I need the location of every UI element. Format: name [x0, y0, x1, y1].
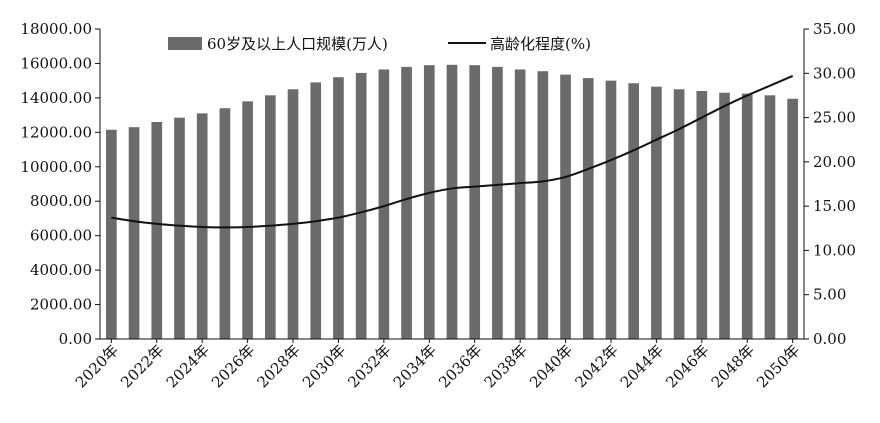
right-tick-label: 25.00 [813, 109, 856, 127]
bar-2040年 [560, 74, 571, 339]
x-tick-label: 2038年 [481, 341, 531, 391]
x-tick-label: 2042年 [571, 341, 621, 391]
bar-2026年 [242, 101, 253, 339]
left-tick-label: 18000.00 [20, 20, 92, 38]
x-tick-label: 2026年 [208, 341, 258, 391]
bar-2041年 [582, 78, 594, 339]
bar-2047年 [719, 92, 730, 339]
bar-2032年 [378, 69, 390, 339]
bar-2044年 [651, 86, 662, 339]
right-tick-label: 15.00 [813, 197, 856, 215]
bar-2046年 [696, 91, 708, 339]
line-series-layer [111, 75, 794, 229]
bar-2036年 [469, 65, 481, 340]
bar-2035年 [446, 64, 458, 339]
left-tick-label: 12000.00 [20, 123, 92, 141]
bar-2030年 [333, 77, 344, 339]
right-tick-label: 10.00 [813, 241, 856, 259]
left-tick-label: 0.00 [59, 330, 92, 348]
legend-bar-label: 60岁及以上人口规模(万人) [207, 35, 388, 53]
x-tick-label: 2022年 [117, 341, 167, 391]
bar-2048年 [741, 93, 753, 339]
x-tick-label: 2036年 [435, 341, 485, 391]
bar-2033年 [401, 66, 412, 339]
bar-2021年 [128, 127, 140, 339]
legend-line-label: 高龄化程度(%) [490, 35, 591, 53]
bar-2034年 [423, 65, 435, 340]
bar-2037年 [492, 66, 503, 339]
left-tick-label: 6000.00 [30, 227, 92, 245]
x-tick-label: 2024年 [163, 341, 213, 391]
legend: 60岁及以上人口规模(万人) 高龄化程度(%) [168, 35, 591, 53]
x-tick-label: 2044年 [617, 341, 667, 391]
bar-2050年 [787, 98, 798, 339]
bar-2022年 [151, 122, 163, 339]
right-tick-label: 20.00 [813, 153, 856, 171]
bar-2025年 [219, 108, 231, 339]
x-tick-label: 2032年 [344, 341, 394, 391]
right-tick-label: 30.00 [813, 64, 856, 82]
bar-2045年 [673, 89, 685, 339]
right-axis-ticks: 0.00 5.00 10.00 15.00 20.00 25.00 30.00 35.00 [804, 20, 856, 348]
left-tick-label: 10000.00 [20, 158, 92, 176]
right-tick-label: 0.00 [813, 330, 846, 348]
left-tick-label: 2000.00 [30, 296, 92, 314]
bar-2029年 [310, 82, 322, 339]
x-tick-label: 2028年 [254, 341, 304, 391]
bar-2038年 [514, 69, 526, 339]
bar-series [106, 64, 798, 340]
bar-2027年 [264, 95, 276, 339]
x-tick-label: 2020年 [72, 341, 122, 391]
bar-2023年 [174, 117, 185, 339]
x-tick-label: 2030年 [299, 341, 349, 391]
bar-2028年 [287, 89, 299, 339]
x-tick-label: 2046年 [662, 341, 712, 391]
axes [99, 29, 805, 340]
left-tick-label: 4000.00 [30, 261, 92, 279]
bar-2043年 [628, 83, 640, 339]
x-tick-label: 2048年 [708, 341, 758, 391]
right-tick-label: 5.00 [813, 286, 846, 304]
left-tick-label: 14000.00 [20, 89, 92, 107]
bar-2020年 [106, 129, 117, 339]
x-tick-label: 2040年 [526, 341, 576, 391]
bar-2042年 [605, 80, 617, 340]
x-tick-label: 2050年 [753, 341, 803, 391]
left-tick-label: 16000.00 [20, 54, 92, 72]
bar-2049年 [764, 95, 776, 339]
legend-bar-swatch [168, 37, 202, 50]
bar-2031年 [355, 72, 367, 340]
bar-2039年 [537, 71, 549, 339]
left-axis-ticks: 0.00 2000.00 4000.00 6000.00 8000.00 10000.00… [20, 20, 100, 348]
x-tick-label: 2034年 [390, 341, 440, 391]
line-series [111, 75, 794, 229]
left-tick-label: 8000.00 [30, 192, 92, 210]
x-axis-ticks: 2020年2022年2024年2026年2028年2030年2032年2034年… [72, 339, 803, 391]
right-tick-label: 35.00 [813, 20, 856, 38]
